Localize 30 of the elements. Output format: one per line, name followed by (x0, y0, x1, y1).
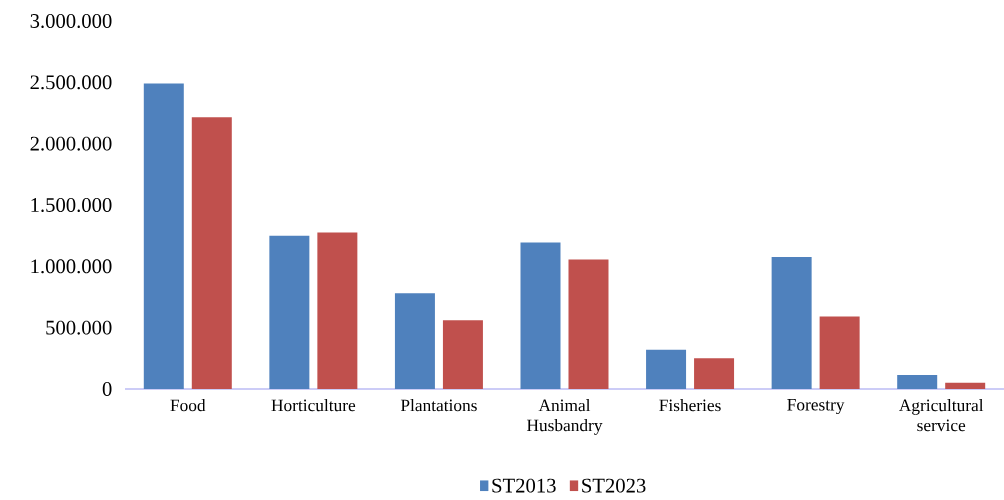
bar (945, 382, 986, 389)
y-tick-label: 1.000.000 (31, 259, 112, 274)
bar (819, 316, 860, 389)
legend-label: ST2013 (492, 478, 556, 493)
bar (694, 358, 735, 389)
y-tick-label: 3.000.000 (30, 13, 112, 29)
x-tick-label: Agricultural service (899, 399, 984, 432)
y-tick-label: 1.500.000 (31, 197, 112, 213)
bar (317, 232, 358, 389)
bar (191, 117, 232, 389)
y-tick-label: 2.000.000 (30, 136, 112, 151)
x-tick-label: Plantations (400, 399, 477, 412)
bar (646, 349, 687, 389)
bar (269, 235, 310, 389)
bar (568, 259, 609, 389)
bar (442, 320, 483, 389)
bar (143, 83, 184, 389)
y-tick-label: 0 (102, 382, 112, 396)
bar (394, 293, 435, 389)
bar (897, 374, 938, 389)
x-tick-label: Animal Husbandry (526, 399, 603, 435)
x-tick-label: Horticulture (271, 399, 356, 412)
y-tick-label: 500.000 (46, 320, 112, 335)
x-tick-label: Fisheries (659, 399, 721, 412)
bar (771, 257, 812, 389)
legend-label: ST2023 (582, 478, 646, 493)
bar (520, 242, 561, 389)
y-tick-label: 2.500.000 (30, 75, 112, 90)
x-tick-label: Food (170, 399, 206, 412)
x-tick-label: Forestry (787, 399, 845, 415)
